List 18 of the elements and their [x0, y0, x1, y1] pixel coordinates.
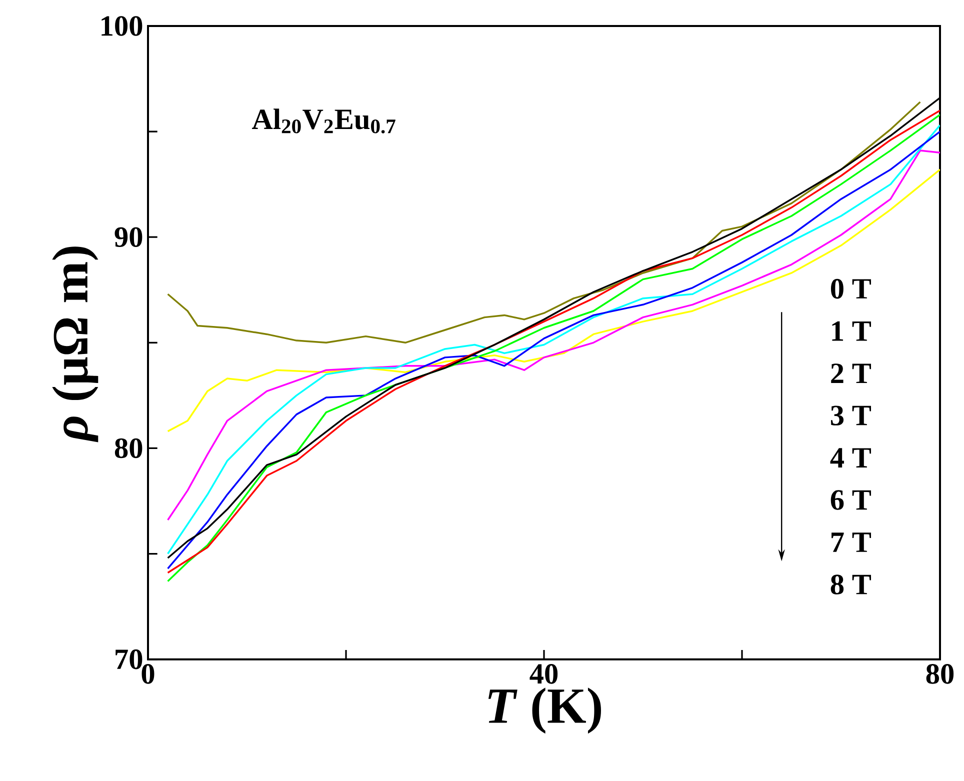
- annotation: 7 T: [832, 532, 871, 552]
- annotation: Al$_{20}$V$_{2}$Eu$_{0.7}$: [252, 108, 396, 134]
- y-tick-label: 70: [116, 650, 142, 670]
- annotation: 0 T: [830, 279, 871, 299]
- y-tick-label: 80: [114, 438, 142, 458]
- x-tick-label: 40: [530, 664, 558, 684]
- annotation: 2 T: [831, 364, 871, 384]
- annotation: 6 T: [830, 490, 871, 510]
- annotation: 3 T: [830, 406, 871, 426]
- annotation: 8 T: [830, 574, 871, 595]
- annotation: 1 T: [832, 322, 871, 341]
- annotation: 4 T: [830, 448, 871, 468]
- x-axis-title: T (K): [488, 688, 601, 734]
- y-tick-label: 100: [102, 16, 142, 36]
- x-tick-label: 80: [926, 664, 954, 684]
- y-tick-label: 90: [114, 227, 142, 248]
- y-axis-title: ρ (μΩ m): [52, 246, 98, 442]
- x-tick-label: 0: [142, 664, 154, 684]
